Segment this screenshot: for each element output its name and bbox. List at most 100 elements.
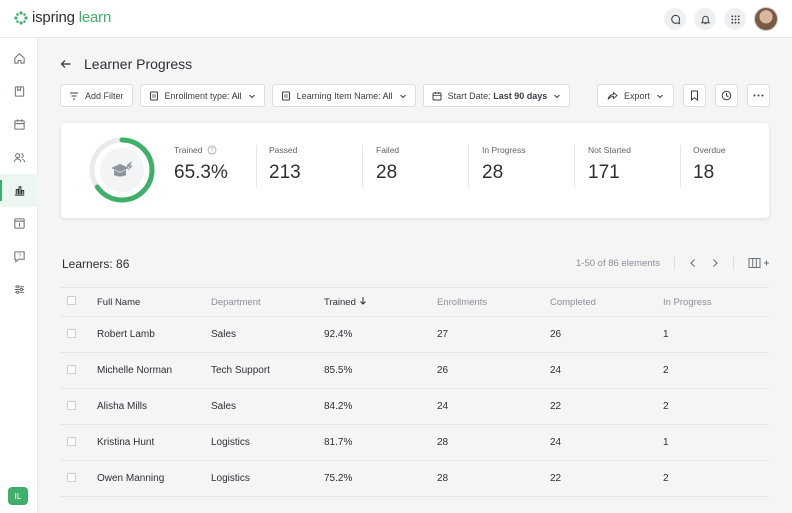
sidebar-item-content[interactable] — [0, 75, 38, 108]
start-date-filter[interactable]: Start Date: Last 90 days — [422, 84, 571, 107]
sidebar-item-settings[interactable] — [0, 273, 38, 306]
table-row[interactable]: Alisha Mills Sales 84.2% 24 22 2 — [61, 388, 769, 425]
enrollment-type-filter[interactable]: Enrollment type: All — [139, 84, 265, 107]
cell-department: Sales — [211, 388, 324, 425]
cell-department: Logistics — [211, 424, 324, 461]
apps-grid-icon[interactable] — [724, 8, 746, 30]
stat-not-started: Not Started 171 — [588, 145, 631, 183]
column-full-name[interactable]: Full Name — [97, 287, 211, 317]
help-icon: ? — [13, 251, 25, 263]
bell-icon[interactable] — [694, 8, 716, 30]
home-icon — [13, 53, 25, 64]
user-avatar[interactable] — [754, 7, 778, 31]
add-column-icon[interactable] — [748, 257, 770, 269]
row-checkbox[interactable] — [67, 328, 76, 338]
cell-trained: 75.2% — [324, 460, 437, 497]
chat-icon[interactable] — [664, 8, 686, 30]
cell-enrollments: 26 — [437, 352, 550, 389]
cell-in-progress: 2 — [663, 388, 769, 425]
cell-full-name[interactable]: Owen Manning — [97, 460, 211, 497]
cell-trained: 92.4% — [324, 316, 437, 353]
pagination-text: 1-50 of 86 elements — [576, 257, 660, 269]
bookmark-icon — [691, 90, 698, 101]
logo-text: ispring learn — [32, 9, 112, 26]
account-badge[interactable]: IL — [8, 487, 28, 505]
trained-progress-ring — [89, 137, 155, 203]
chevron-right-icon[interactable] — [711, 258, 719, 268]
table-header-row: Full Name Department Trained Enrollments… — [61, 287, 769, 317]
sidebar-item-info[interactable] — [0, 207, 38, 240]
schedule-button[interactable] — [715, 84, 738, 107]
sidebar-item-reports[interactable] — [0, 174, 38, 207]
page-title: Learner Progress — [84, 56, 193, 72]
stat-overdue: Overdue 18 — [693, 145, 726, 183]
bookmark-button[interactable] — [683, 84, 706, 107]
cell-enrollments: 24 — [437, 388, 550, 425]
sidebar-item-home[interactable] — [0, 42, 38, 75]
document-icon — [149, 91, 158, 100]
row-checkbox[interactable] — [67, 364, 76, 374]
learners-table: Full Name Department Trained Enrollments… — [61, 287, 769, 497]
column-trained[interactable]: Trained — [324, 287, 437, 317]
table-row[interactable]: Kristina Hunt Logistics 81.7% 28 24 1 — [61, 424, 769, 461]
row-checkbox[interactable] — [67, 400, 76, 410]
sidebar-item-help[interactable]: ? — [0, 240, 38, 273]
row-checkbox[interactable] — [67, 472, 76, 482]
chevron-down-icon — [554, 94, 561, 98]
export-button[interactable]: Export — [596, 84, 674, 107]
sliders-icon — [14, 285, 24, 294]
logo[interactable]: ispring learn — [14, 9, 111, 26]
table-row[interactable]: Robert Lamb Sales 92.4% 27 26 1 — [61, 316, 769, 353]
cell-enrollments: 28 — [437, 424, 550, 461]
column-department[interactable]: Department — [211, 287, 324, 317]
book-icon — [14, 86, 24, 97]
logo-icon — [14, 10, 28, 25]
info-panel-icon — [13, 218, 25, 229]
bar-chart-icon — [14, 186, 24, 196]
sidebar-item-users[interactable] — [0, 141, 38, 174]
cell-enrollments: 27 — [437, 316, 550, 353]
cell-completed: 22 — [550, 460, 663, 497]
table-row[interactable]: Michelle Norman Tech Support 85.5% 26 24… — [61, 352, 769, 389]
more-icon — [753, 94, 764, 97]
sidebar-item-calendar[interactable] — [0, 108, 38, 141]
clock-icon — [721, 90, 732, 101]
chevron-down-icon — [399, 94, 406, 98]
filter-icon — [70, 91, 78, 100]
chevron-left-icon[interactable] — [689, 258, 697, 268]
chevron-down-icon — [657, 94, 663, 98]
cell-full-name[interactable]: Michelle Norman — [97, 352, 211, 389]
learners-count-title: Learners: 86 — [62, 257, 130, 271]
cell-trained: 85.5% — [324, 352, 437, 389]
stat-passed: Passed 213 — [269, 145, 301, 183]
cell-full-name[interactable]: Robert Lamb — [97, 316, 211, 353]
cell-department: Logistics — [211, 460, 324, 497]
svg-text:?: ? — [17, 254, 20, 260]
help-circle-icon[interactable]: ? — [207, 145, 217, 155]
graduation-cap-icon — [111, 161, 133, 177]
cell-completed: 24 — [550, 424, 663, 461]
row-checkbox[interactable] — [67, 436, 76, 446]
cell-completed: 24 — [550, 352, 663, 389]
svg-text:?: ? — [210, 148, 214, 154]
back-arrow-icon[interactable] — [60, 58, 72, 70]
column-in-progress[interactable]: In Progress — [663, 287, 769, 317]
cell-completed: 22 — [550, 388, 663, 425]
stats-card: Trained ? 65.3% Passed 213 Failed 28 In … — [61, 123, 769, 218]
column-completed[interactable]: Completed — [550, 287, 663, 317]
stat-in-progress: In Progress 28 — [482, 145, 526, 183]
table-row[interactable]: Owen Manning Logistics 75.2% 28 22 2 — [61, 460, 769, 497]
stat-trained: Trained ? 65.3% — [174, 145, 228, 183]
select-all-checkbox[interactable] — [67, 296, 76, 305]
cell-in-progress: 1 — [663, 424, 769, 461]
learning-item-name-filter[interactable]: Learning Item Name: All — [271, 84, 416, 107]
sidebar: ? IL — [0, 38, 38, 513]
column-enrollments[interactable]: Enrollments — [437, 287, 550, 317]
cell-enrollments: 28 — [437, 460, 550, 497]
add-filter-button[interactable]: Add Filter — [60, 84, 133, 107]
more-options-button[interactable] — [747, 84, 770, 107]
cell-in-progress: 2 — [663, 460, 769, 497]
cell-full-name[interactable]: Alisha Mills — [97, 388, 211, 425]
cell-full-name[interactable]: Kristina Hunt — [97, 424, 211, 461]
share-icon — [607, 91, 618, 100]
